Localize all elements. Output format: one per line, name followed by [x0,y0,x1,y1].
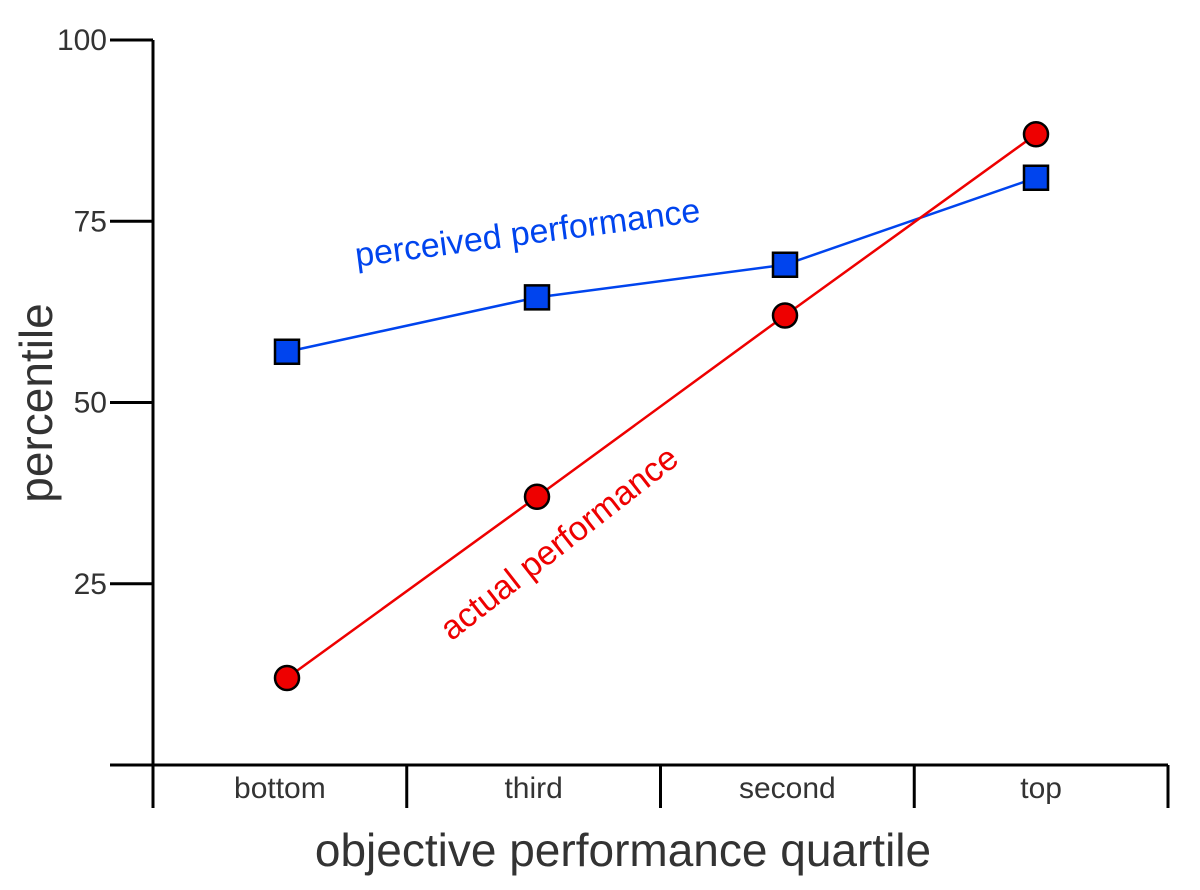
series-lines [286,133,1037,680]
x-category-label-bottom: bottom [234,772,326,805]
series-line-perceived-performance [286,176,1037,353]
data-point-perceived-performance-top [1022,164,1050,191]
x-categories: bottom third second top [151,765,1170,808]
data-point-perceived-performance-bottom [273,338,301,365]
data-point-actual-performance-top [1022,121,1050,148]
x-category-label-third: third [504,772,562,805]
axes [110,40,1168,767]
data-point-actual-performance-third [523,483,551,510]
y-tick-label-100: 100 [57,24,107,57]
data-point-perceived-performance-third [523,284,551,311]
series-markers [273,121,1050,692]
y-tick-label-75: 75 [74,205,107,238]
x-axis-title: objective performance quartile [315,824,931,876]
y-tick-label-25: 25 [74,568,107,601]
series-line-actual-performance [286,133,1037,680]
data-point-actual-performance-bottom [273,664,301,692]
series-label-perceived: perceived performance [353,192,703,275]
y-axis-title: percentile [10,303,62,502]
data-point-actual-performance-second [771,302,799,329]
y-tick-label-50: 50 [74,387,107,420]
data-point-perceived-performance-second [771,251,799,278]
x-category-label-top: top [1020,772,1062,805]
y-ticks: 25 50 75 100 [57,24,153,601]
x-category-label-second: second [739,772,836,805]
